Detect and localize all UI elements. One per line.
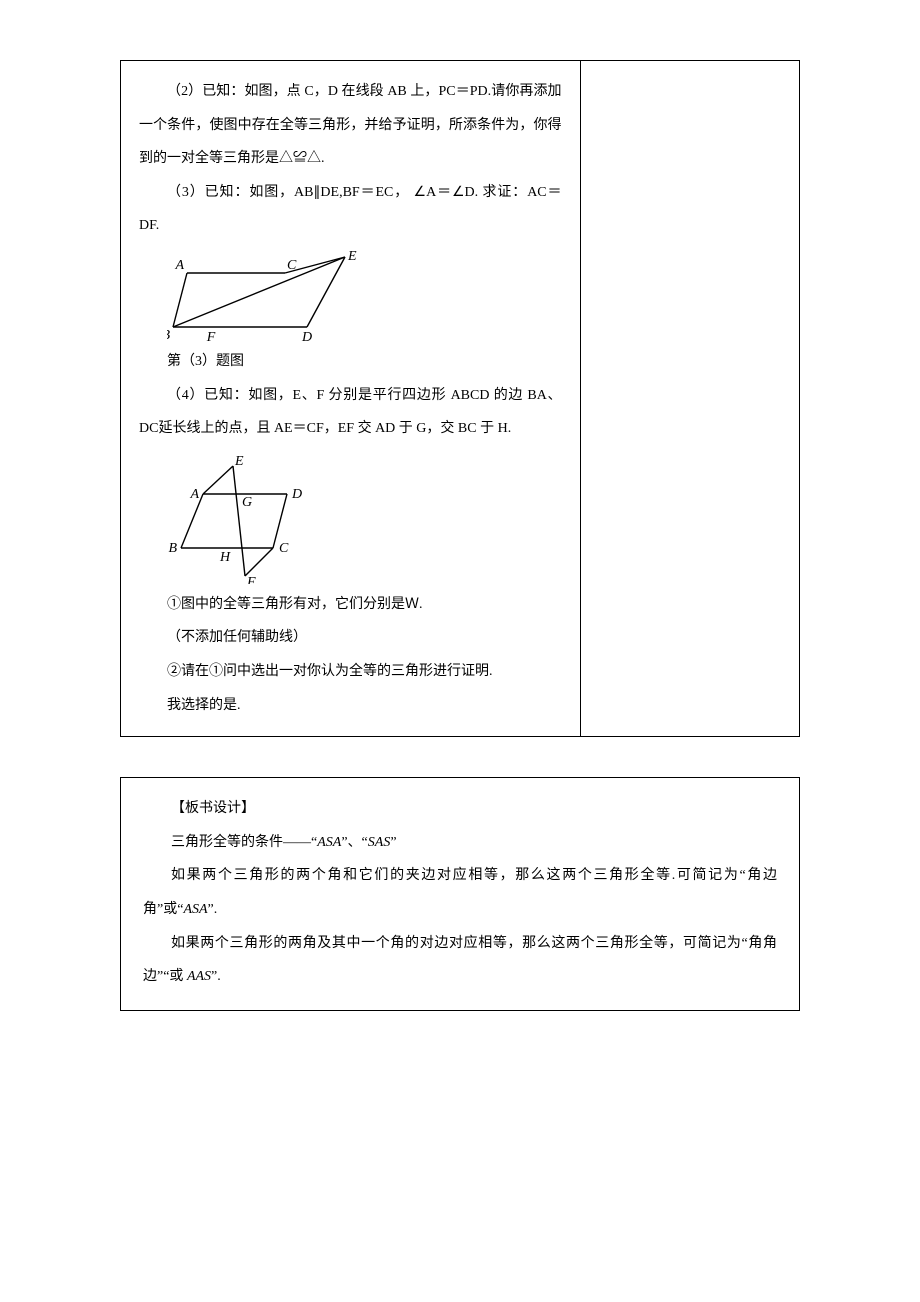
board-p2: 如果两个三角形的两角及其中一个角的对边对应相等，那么这两个三角形全等，可简记为“…: [143, 927, 777, 994]
question-4-text: （4）已知：如图，E、F 分别是平行四边形 ABCD 的边 BA、DC延长线上的…: [139, 379, 562, 446]
main-left-cell: （2）已知：如图，点 C，D 在线段 AB 上，PC＝PD.请你再添加一个条件，…: [121, 61, 581, 737]
svg-text:A: A: [189, 487, 199, 502]
svg-text:D: D: [291, 487, 302, 502]
svg-text:C: C: [287, 258, 297, 273]
svg-text:F: F: [246, 575, 256, 584]
svg-text:H: H: [219, 550, 231, 565]
figure-3-svg: A C E B F D: [167, 251, 357, 341]
question-4-sub3: 我选择的是.: [139, 689, 562, 723]
svg-text:C: C: [279, 541, 289, 556]
figure-3-wrap: A C E B F D: [167, 251, 562, 341]
svg-text:F: F: [206, 330, 216, 341]
main-right-cell: [580, 61, 799, 737]
board-cell: 【板书设计】 三角形全等的条件——“ASA”、“SAS” 如果两个三角形的两个角…: [121, 778, 800, 1011]
figure-3-caption: 第（3）题图: [139, 345, 562, 379]
board-heading: 【板书设计】: [143, 792, 777, 826]
svg-text:E: E: [234, 454, 244, 469]
board-title: 三角形全等的条件——“ASA”、“SAS”: [143, 826, 777, 860]
svg-text:B: B: [167, 328, 170, 341]
svg-text:D: D: [301, 330, 312, 341]
main-content: （2）已知：如图，点 C，D 在线段 AB 上，PC＝PD.请你再添加一个条件，…: [121, 61, 580, 736]
question-4-sub2: ②请在①问中选出一对你认为全等的三角形进行证明.: [139, 655, 562, 689]
board-table: 【板书设计】 三角形全等的条件——“ASA”、“SAS” 如果两个三角形的两个角…: [120, 777, 800, 1011]
board-content: 【板书设计】 三角形全等的条件——“ASA”、“SAS” 如果两个三角形的两个角…: [121, 778, 799, 1010]
question-2-text: （2）已知：如图，点 C，D 在线段 AB 上，PC＝PD.请你再添加一个条件，…: [139, 75, 562, 176]
svg-text:B: B: [168, 541, 177, 556]
board-p1: 如果两个三角形的两个角和它们的夹边对应相等，那么这两个三角形全等.可简记为“角边…: [143, 859, 777, 926]
question-4-sub1: ①图中的全等三角形有对，它们分别是Ｗ.: [139, 588, 562, 622]
figure-4-wrap: E A G D B H C F: [167, 454, 562, 584]
document-page: （2）已知：如图，点 C，D 在线段 AB 上，PC＝PD.请你再添加一个条件，…: [0, 0, 920, 1051]
question-4-sub1-note: （不添加任何辅助线）: [139, 621, 562, 655]
figure-4-svg: E A G D B H C F: [167, 454, 327, 584]
svg-text:E: E: [347, 251, 357, 264]
main-table: （2）已知：如图，点 C，D 在线段 AB 上，PC＝PD.请你再添加一个条件，…: [120, 60, 800, 737]
svg-text:A: A: [174, 258, 184, 273]
svg-text:G: G: [242, 495, 252, 510]
question-3-text: （3）已知：如图，AB∥DE,BF＝EC， ∠A＝∠D. 求证：AC＝DF.: [139, 176, 562, 243]
